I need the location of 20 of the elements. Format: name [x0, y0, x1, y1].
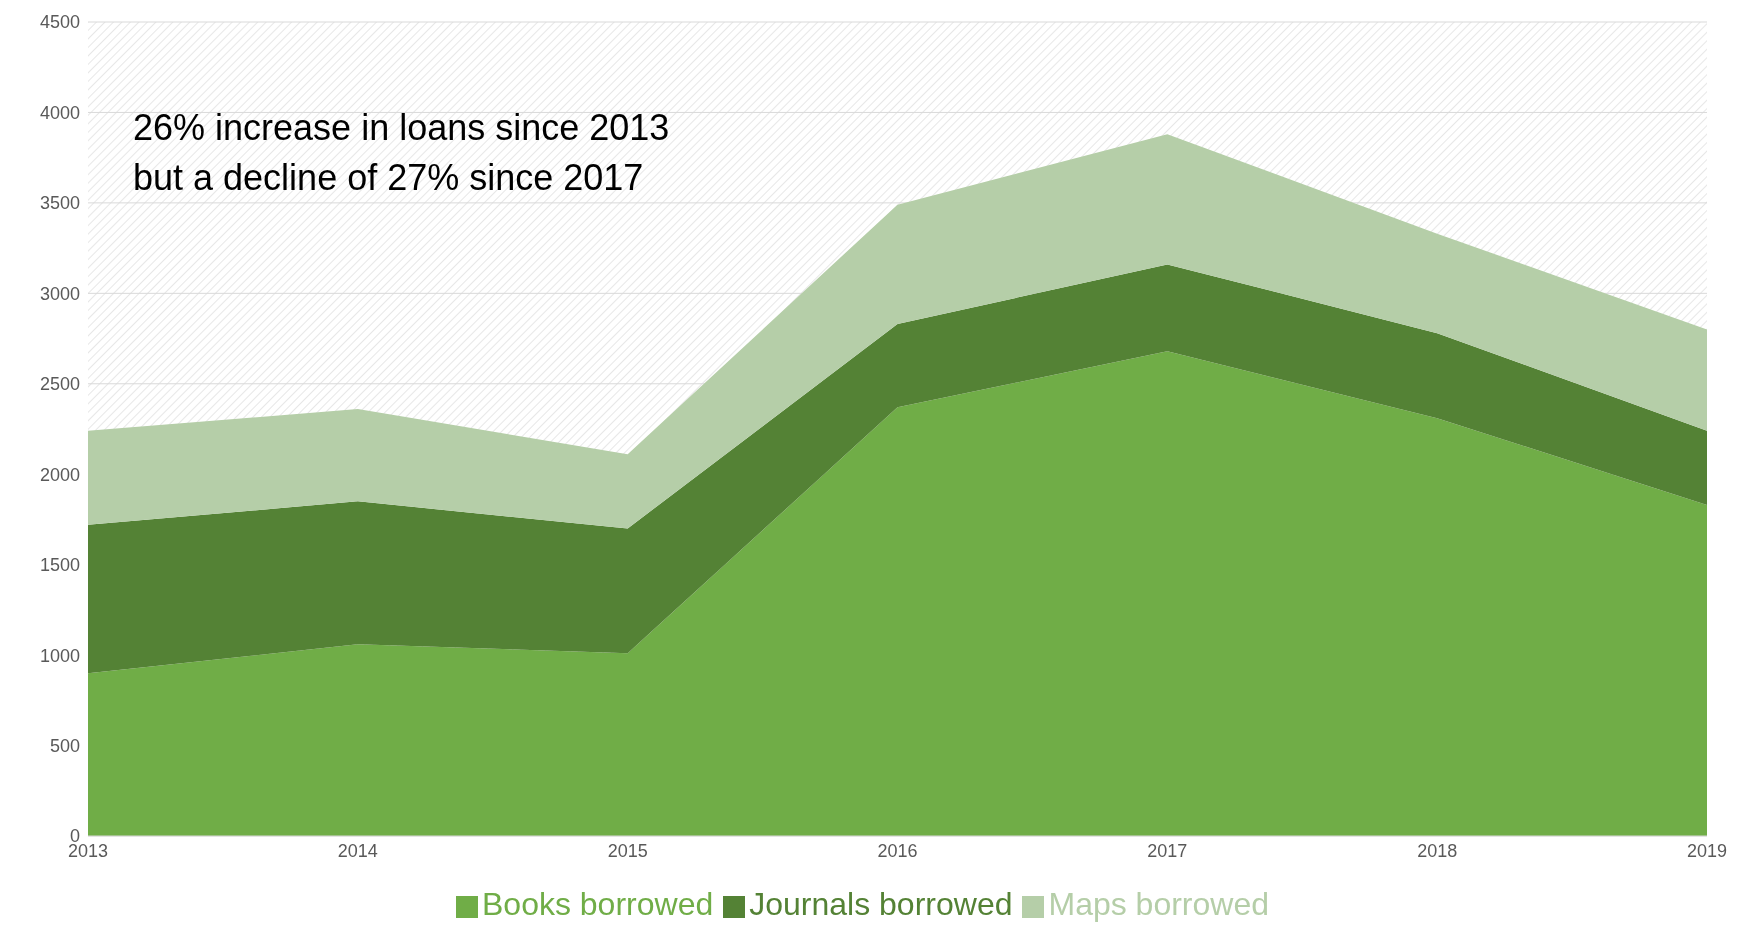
y-tick-label: 2000	[39, 464, 80, 485]
legend-label: Journals borrowed	[749, 886, 1013, 922]
y-tick-label: 3500	[39, 193, 80, 214]
y-tick-label: 4000	[39, 102, 80, 123]
x-tick-label: 2015	[607, 840, 648, 861]
x-tick-label: 2018	[1417, 840, 1458, 861]
x-tick-label: 2014	[337, 840, 378, 861]
y-tick-label: 3000	[39, 283, 80, 304]
y-tick-label: 2500	[39, 374, 80, 395]
legend-label: Maps borrowed	[1048, 886, 1270, 922]
annotation: but a decline of 27% since 2017	[133, 156, 645, 200]
x-tick-label: 2017	[1147, 840, 1188, 861]
y-tick-label: 4500	[39, 12, 80, 33]
y-tick-label: 1500	[39, 555, 80, 576]
y-tick-label: 1000	[39, 645, 80, 666]
y-tick-label: 500	[49, 735, 80, 756]
legend-label: Books borrowed	[481, 886, 714, 922]
x-tick-label: 2016	[877, 840, 918, 861]
x-tick-label: 2019	[1686, 840, 1728, 861]
annotation: 26% increase in loans since 2013	[133, 106, 670, 150]
